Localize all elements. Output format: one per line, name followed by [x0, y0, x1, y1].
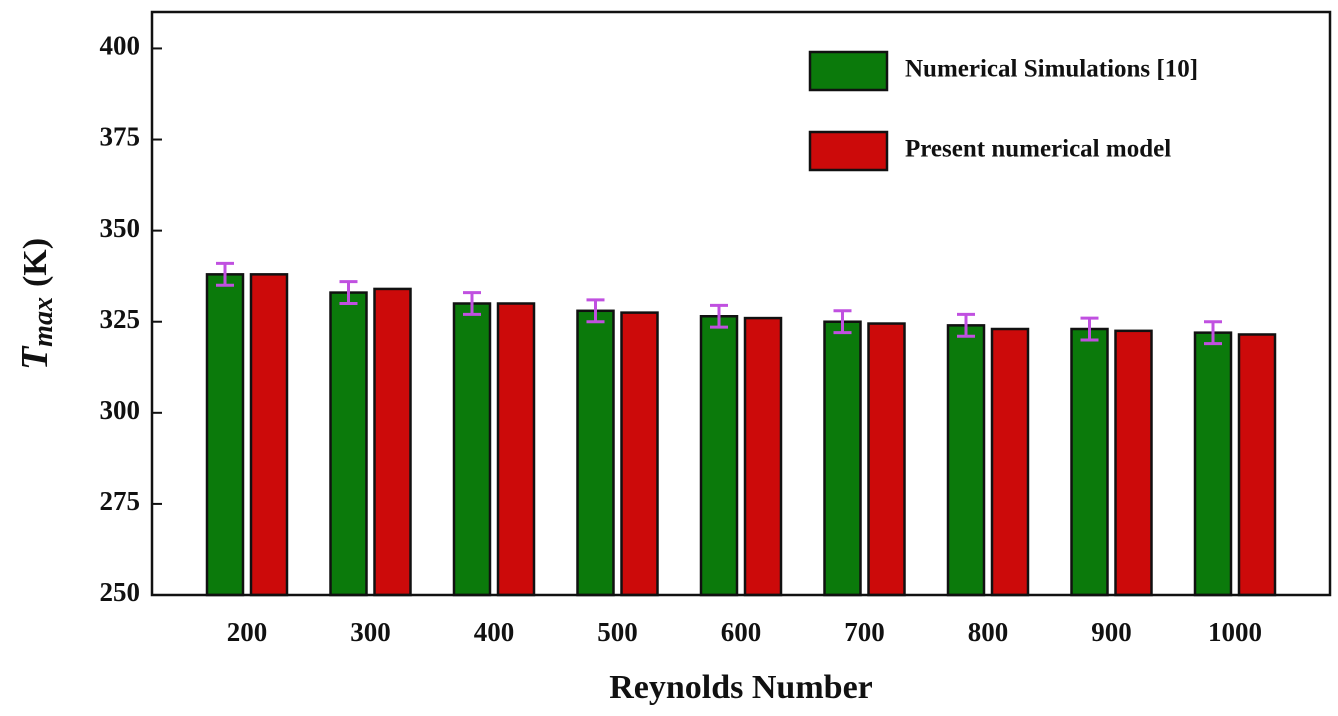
- bar: [867, 322, 906, 597]
- y-tick-label: 275: [100, 486, 141, 516]
- bar: [576, 309, 615, 597]
- error-bar: [957, 312, 975, 338]
- y-tick-label: 250: [100, 577, 141, 607]
- error-bar: [833, 309, 852, 335]
- x-tick-label: 300: [350, 617, 391, 647]
- bar: [496, 302, 536, 597]
- bar: [990, 327, 1030, 597]
- x-tick-label: 500: [597, 617, 638, 647]
- x-axis-label: Reynolds Number: [609, 669, 873, 706]
- error-bar: [1204, 320, 1222, 346]
- y-label-subscript: max: [28, 297, 59, 347]
- legend-label: Numerical Simulations [10]: [905, 56, 1198, 83]
- y-label-symbol: T: [14, 345, 56, 370]
- error-bar: [1080, 316, 1099, 342]
- plot-frame: [150, 10, 1332, 597]
- y-tick-label: 350: [100, 213, 141, 243]
- bar: [249, 273, 289, 597]
- error-bar: [586, 298, 605, 324]
- y-label-unit: (K): [17, 238, 54, 287]
- y-axis-label-text: Tmax (K): [14, 238, 60, 370]
- x-tick-label: 200: [227, 617, 268, 647]
- x-tick-label: 1000: [1208, 617, 1262, 647]
- error-bar: [463, 291, 481, 316]
- bar: [329, 291, 368, 597]
- error-bar: [710, 303, 728, 329]
- bar: [699, 315, 739, 597]
- bar: [946, 324, 986, 597]
- x-tick-label: 400: [474, 617, 515, 647]
- bar: [1193, 331, 1233, 597]
- y-axis-label: Tmax (K): [14, 238, 60, 370]
- legend-label: Present numerical model: [905, 136, 1171, 163]
- bar: [620, 311, 659, 597]
- legend-swatch: [808, 130, 889, 172]
- legend-swatch: [808, 50, 889, 92]
- bar: [1070, 327, 1109, 597]
- error-bar: [339, 280, 358, 305]
- bar: [373, 287, 412, 597]
- y-tick-label: 325: [100, 304, 141, 334]
- bar: [743, 316, 783, 597]
- bar: [205, 273, 245, 597]
- bar: [1237, 333, 1277, 597]
- y-tick-label: 300: [100, 395, 141, 425]
- y-tick-label: 375: [100, 122, 141, 152]
- bar: [452, 302, 492, 597]
- x-tick-label: 900: [1091, 617, 1132, 647]
- bar: [823, 320, 862, 597]
- bar: [1114, 329, 1153, 597]
- x-tick-label: 700: [844, 617, 885, 647]
- x-tick-label: 800: [968, 617, 1009, 647]
- error-bar: [216, 261, 234, 287]
- y-tick-label: 400: [100, 31, 141, 61]
- x-tick-label: 600: [721, 617, 762, 647]
